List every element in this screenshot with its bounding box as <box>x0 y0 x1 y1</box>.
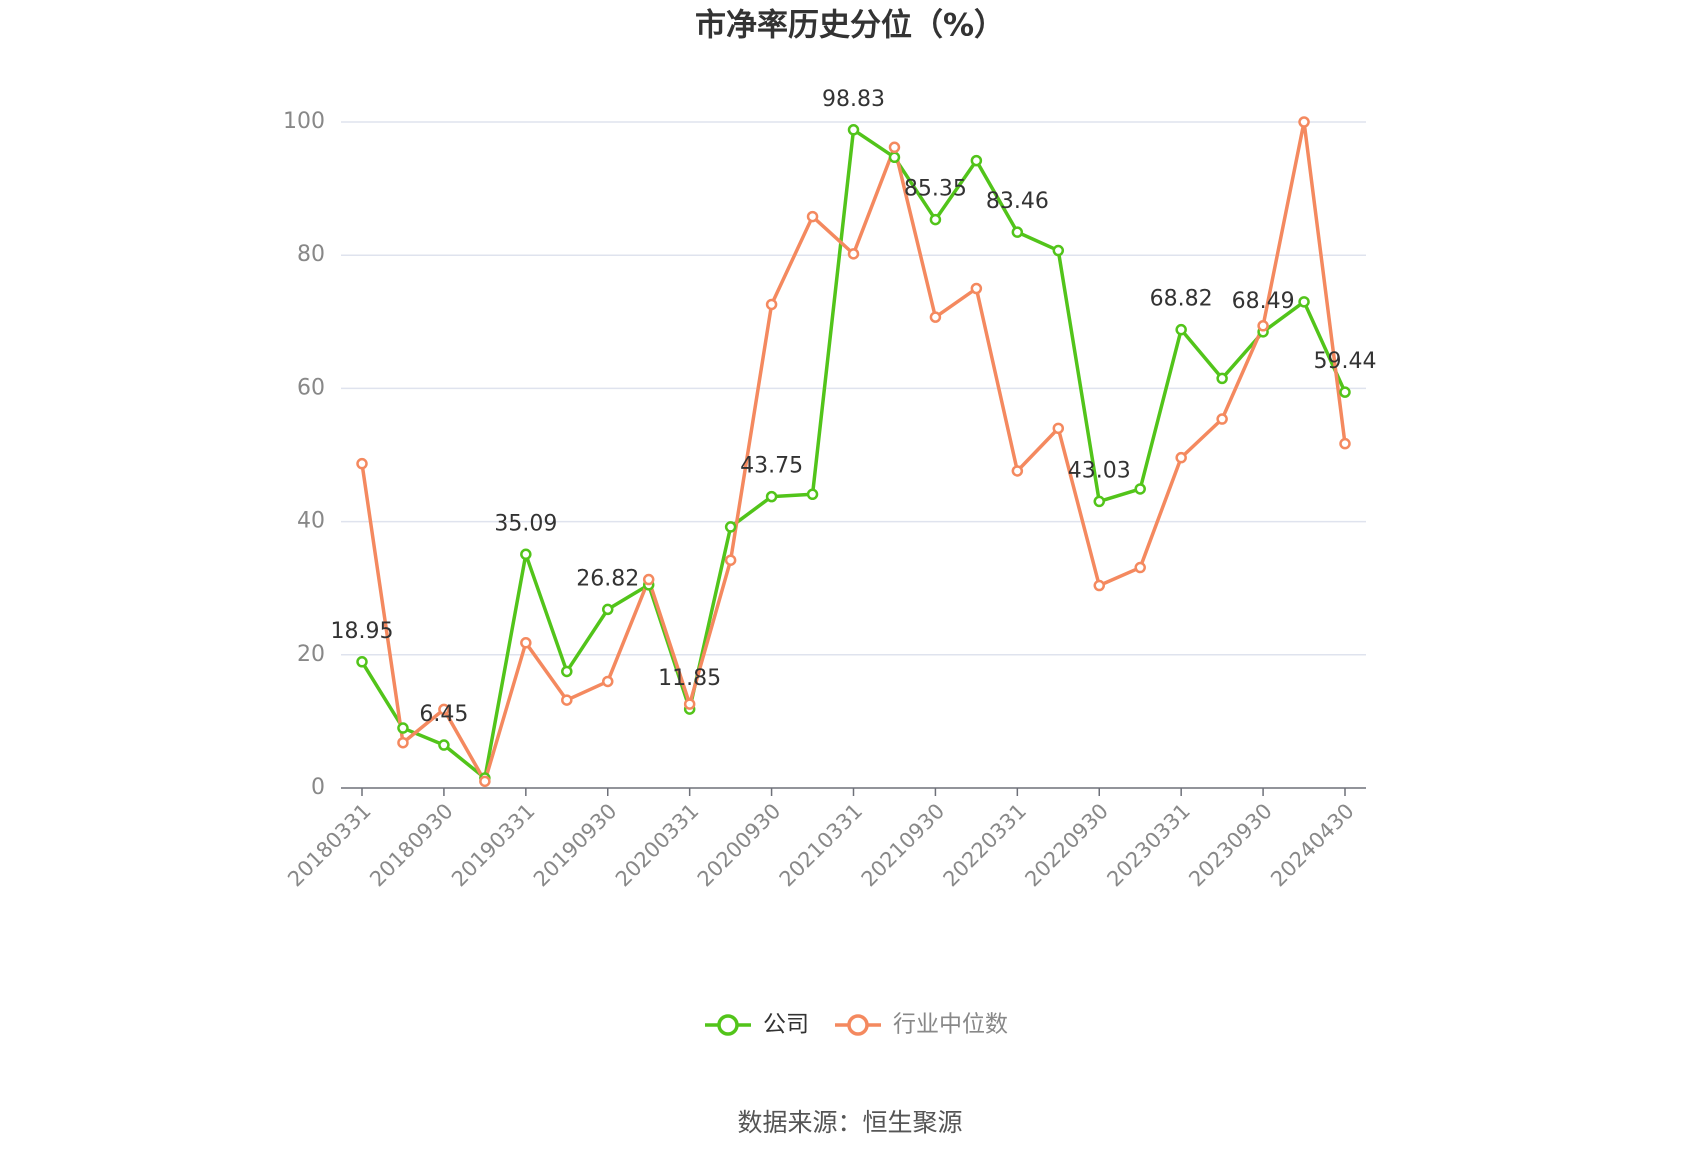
data-point <box>602 603 614 616</box>
y-tick-label: 20 <box>297 642 325 667</box>
data-point <box>1093 579 1105 592</box>
data-point <box>724 521 737 533</box>
data-label: 59.44 <box>1314 349 1377 374</box>
data-point <box>1011 465 1024 477</box>
series-line <box>360 120 1347 784</box>
data-point <box>806 210 819 223</box>
x-tick-label: 20200331 <box>611 799 704 892</box>
data-point <box>683 698 696 710</box>
legend-item[interactable]: 行业中位数 <box>835 1012 1008 1038</box>
data-point <box>1216 413 1228 425</box>
legend-marker <box>847 1014 869 1036</box>
legend-marker <box>717 1014 739 1036</box>
x-tick-label: 20190930 <box>529 799 622 892</box>
x-tick-label: 20230331 <box>1102 799 1195 892</box>
data-point <box>520 637 532 649</box>
y-tick-label: 40 <box>297 509 325 534</box>
x-tick-label: 20230930 <box>1184 799 1277 892</box>
data-point <box>929 311 942 323</box>
data-point <box>1339 386 1351 398</box>
data-point <box>356 457 368 470</box>
data-point <box>561 694 573 706</box>
data-point <box>765 298 778 311</box>
data-point <box>1093 495 1105 508</box>
data-point <box>1257 320 1269 332</box>
x-tick-label: 20220930 <box>1020 799 1113 892</box>
data-point <box>970 154 983 167</box>
x-tick-label: 20240430 <box>1266 799 1359 892</box>
data-label: 43.03 <box>1068 458 1131 483</box>
data-point <box>561 665 573 678</box>
y-tick-label: 80 <box>297 242 325 267</box>
data-point <box>397 722 409 734</box>
data-point <box>765 490 778 503</box>
data-label: 85.35 <box>904 177 967 202</box>
data-point <box>642 573 655 586</box>
data-label: 26.82 <box>576 566 639 591</box>
x-tick-label: 20180930 <box>365 799 458 892</box>
data-point <box>1134 483 1146 495</box>
x-tick-label: 20200930 <box>693 799 786 892</box>
data-point <box>438 739 450 751</box>
data-point <box>1216 372 1228 385</box>
data-label: 68.82 <box>1150 287 1213 312</box>
data-point <box>356 656 368 668</box>
data-point <box>847 124 860 136</box>
y-tick-label: 60 <box>297 375 325 400</box>
data-point <box>438 703 450 716</box>
y-tick-label: 0 <box>311 775 325 800</box>
data-label: 43.75 <box>740 454 803 479</box>
data-point <box>847 248 860 260</box>
x-tick-label: 20210331 <box>775 799 868 892</box>
data-point <box>1339 437 1351 450</box>
source-note: 数据来源：恒生聚源 <box>737 1108 962 1137</box>
data-point <box>888 141 901 154</box>
data-label: 98.83 <box>822 87 885 112</box>
data-point <box>1052 422 1065 435</box>
data-point <box>806 488 819 501</box>
data-point <box>602 675 614 688</box>
data-point <box>1175 451 1187 464</box>
data-label: 68.49 <box>1232 289 1295 314</box>
data-point <box>888 151 901 164</box>
data-point <box>520 548 532 561</box>
data-label: 6.45 <box>419 702 468 727</box>
x-tick-label: 20220331 <box>939 799 1032 892</box>
x-tick-label: 20180331 <box>283 799 376 892</box>
y-tick-label: 100 <box>283 109 325 134</box>
data-label: 18.95 <box>331 619 394 644</box>
data-point <box>929 213 942 226</box>
data-label: 11.85 <box>658 666 721 691</box>
x-tick-label: 20210930 <box>857 799 950 892</box>
legend-item[interactable]: 公司 <box>705 1012 809 1038</box>
data-point <box>397 736 409 749</box>
data-point <box>1298 296 1310 308</box>
legend-label: 公司 <box>763 1012 809 1038</box>
data-point <box>1298 116 1310 128</box>
data-point <box>1134 561 1146 574</box>
data-point <box>1175 323 1187 336</box>
data-label: 35.09 <box>494 511 557 536</box>
legend-label: 行业中位数 <box>893 1012 1008 1038</box>
series-line <box>360 128 1347 780</box>
data-point <box>970 282 983 295</box>
data-point <box>1011 226 1024 238</box>
chart-title: 市净率历史分位（%） <box>695 8 1005 44</box>
data-point <box>1052 244 1065 257</box>
data-point <box>724 554 737 566</box>
data-point <box>479 775 491 788</box>
data-label: 83.46 <box>986 189 1049 214</box>
x-tick-label: 20190331 <box>447 799 540 892</box>
